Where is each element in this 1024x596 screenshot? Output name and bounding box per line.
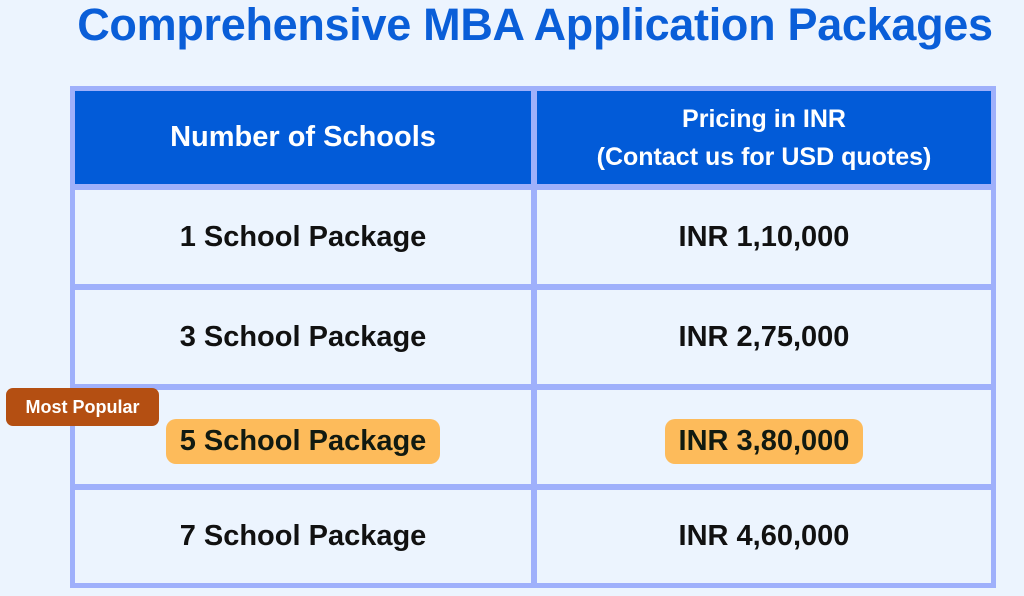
page-title: Comprehensive MBA Application Packages [77,0,993,50]
package-label-highlighted: 5 School Package [165,418,441,464]
price-value: INR 2,75,000 [678,320,850,353]
table-row-1-package: 1 School Package [75,190,531,284]
header-number-of-schools: Number of Schools [75,91,531,184]
package-label: 3 School Package [179,320,427,353]
table-row-4-package: 7 School Package [75,490,531,583]
price-value: INR 1,10,000 [678,220,850,253]
table-row-1-price: INR 1,10,000 [537,190,991,284]
pricing-table: Number of Schools Pricing in INR (Contac… [70,86,996,588]
header-schools-label: Number of Schools [170,121,436,153]
table-row-3-package: 5 School Package [75,390,531,484]
header-pricing-line2: (Contact us for USD quotes) [596,142,932,171]
package-label: 7 School Package [179,520,427,552]
table-row-3-price: INR 3,80,000 [537,390,991,484]
most-popular-badge: Most Popular [6,388,159,426]
table-row-2-price: INR 2,75,000 [537,290,991,384]
price-value-highlighted: INR 3,80,000 [664,418,864,464]
price-value: INR 4,60,000 [678,520,850,552]
table-row-4-price: INR 4,60,000 [537,490,991,583]
header-pricing: Pricing in INR (Contact us for USD quote… [537,91,991,184]
header-pricing-line1: Pricing in INR [682,104,846,133]
package-label: 1 School Package [179,220,427,253]
table-row-2-package: 3 School Package [75,290,531,384]
